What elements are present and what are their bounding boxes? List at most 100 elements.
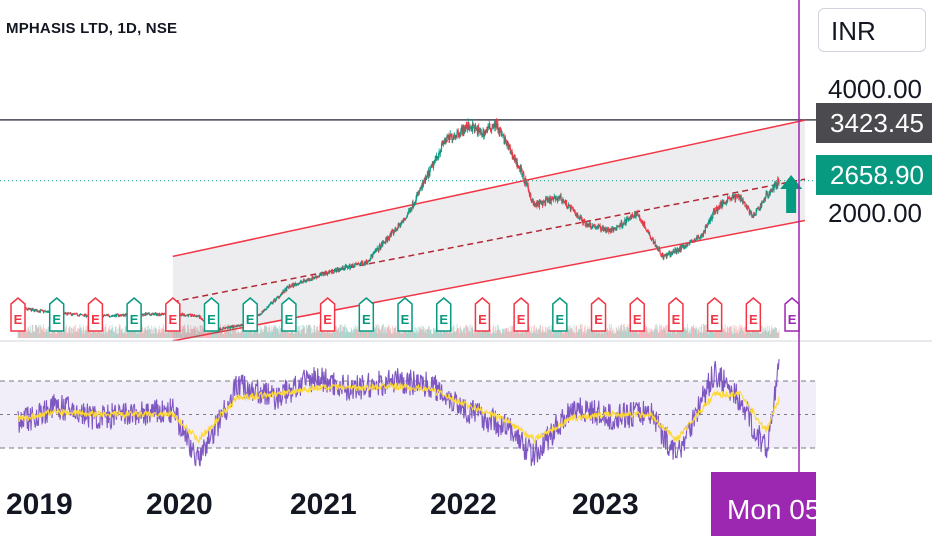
volume-bar [246,332,248,338]
volume-bar [585,331,587,338]
candle-body [187,314,189,317]
earnings-letter: E [633,312,642,327]
candle-body [747,207,749,209]
candle-body [598,226,600,227]
volume-bar [430,329,432,338]
candle-body [321,272,323,275]
candle-body [186,314,188,316]
volume-bar [424,328,426,338]
volume-bar [361,326,363,338]
candle-body [727,196,729,202]
volume-bar [211,328,213,338]
candle-body [740,196,742,201]
volume-bar [773,329,775,338]
volume-bar [362,329,364,338]
volume-bar [569,328,571,338]
volume-bar [306,328,308,338]
candle-body [697,236,700,238]
volume-bar [44,332,46,338]
volume-bar [616,331,618,338]
volume-bar [206,328,208,338]
candle-body [343,269,345,271]
volume-bar [687,328,689,338]
candle-body [237,325,239,327]
candle-body [478,129,480,131]
candle-body [199,316,201,319]
candle-body [271,302,273,304]
candle-body [586,223,588,227]
volume-bar [486,326,488,338]
candle-body [302,279,305,282]
candle-body [265,309,267,310]
volume-bar [431,333,433,338]
volume-bar [350,332,352,338]
volume-bar [298,326,300,338]
volume-bar [223,324,225,338]
volume-bar [775,327,777,338]
earnings-letter: E [323,312,332,327]
candle-body [420,186,422,190]
candle-body [330,271,332,273]
volume-bar [554,327,556,338]
candle-body [201,319,204,321]
volume-bar [289,333,291,338]
candle-body [44,310,46,312]
volume-bar [162,328,164,338]
volume-bar [644,329,646,338]
volume-bar [94,327,96,338]
candle-body [609,229,611,231]
candle-body [109,316,111,318]
volume-bar [333,330,335,338]
candle-body [753,214,755,216]
volume-bar [114,332,116,338]
candle-body [729,198,731,200]
candle-body [760,203,762,207]
candle-body [444,139,446,143]
candle-body [671,253,674,255]
candle-body [423,178,425,181]
candle-body [465,125,467,126]
candle-body [394,227,396,233]
candle-body [776,183,778,187]
candle-body [262,311,264,313]
currency-selector[interactable]: INR [818,8,926,52]
candle-body [307,278,310,281]
earnings-letter: E [207,312,216,327]
volume-bar [369,326,371,338]
candle-body [341,268,343,269]
candle-body [447,135,449,137]
volume-bar [333,332,335,338]
candle-body [528,189,530,193]
volume-bar [726,327,728,338]
volume-bar [503,332,505,338]
volume-bar [581,324,583,338]
candle-body [408,210,410,212]
volume-bar [769,333,771,338]
earnings-badge [552,297,568,332]
candle-body [660,253,662,255]
candle-body [715,207,718,210]
year-label-2021: 2021 [290,488,357,521]
candle-body [366,260,368,263]
volume-bar [439,330,441,338]
volume-bar [224,331,226,338]
candle-body [574,212,576,214]
candle-body [559,196,561,199]
volume-bar [327,330,329,338]
candle-body [445,140,447,143]
candle-body [593,225,596,227]
candle-body [448,134,450,141]
volume-bar [357,330,359,338]
candle-body [533,202,536,206]
candle-body [465,125,467,132]
candle-body [471,123,474,132]
candle-body [71,313,74,315]
candle-body [466,128,469,130]
volume-bar [600,333,602,338]
volume-bar [434,331,436,338]
symbol-title[interactable]: MPHASIS LTD, 1D, NSE [6,20,178,37]
candle-body [427,170,430,177]
volume-bar [247,328,249,338]
candle-body [489,123,491,128]
